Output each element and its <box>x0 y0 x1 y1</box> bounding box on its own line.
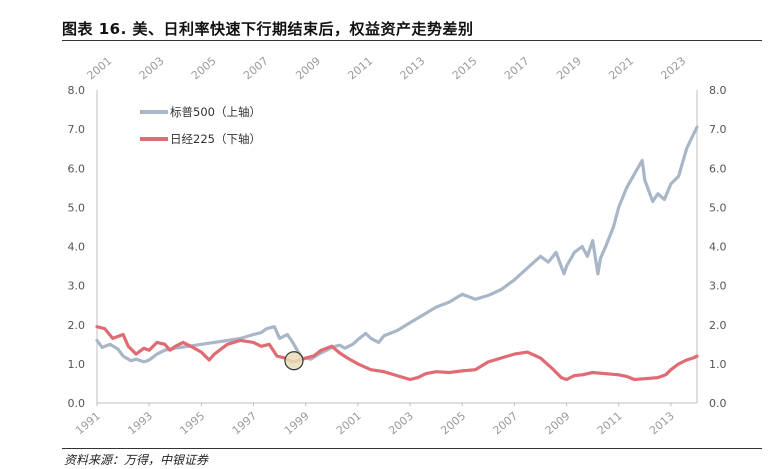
y-tick-right: 1.0 <box>709 358 727 371</box>
y-tick-right: 8.0 <box>709 84 727 97</box>
y-tick-right: 5.0 <box>709 201 727 214</box>
x-tick-top: 2015 <box>450 54 480 82</box>
x-tick-bottom: 2013 <box>647 409 677 437</box>
y-tick-left: 2.0 <box>68 319 86 332</box>
x-tick-bottom: 2011 <box>595 409 625 437</box>
y-tick-left: 5.0 <box>68 201 86 214</box>
source-note: 资料来源：万得，中银证券 <box>64 453 209 467</box>
y-tick-left: 3.0 <box>68 280 86 293</box>
source-rule <box>62 448 762 449</box>
y-tick-left: 0.0 <box>68 397 86 410</box>
x-tick-bottom: 2007 <box>491 409 521 437</box>
x-tick-top: 2005 <box>189 54 219 82</box>
x-tick-bottom: 1993 <box>125 409 155 437</box>
chart-annotations <box>284 351 304 371</box>
x-tick-top: 2013 <box>398 54 428 82</box>
x-tick-bottom: 1999 <box>282 409 312 437</box>
x-tick-top: 2009 <box>293 54 323 82</box>
series-line-nikkei225 <box>95 325 699 382</box>
highlight-circle-marker <box>284 351 304 371</box>
x-tick-bottom: 1991 <box>73 409 103 437</box>
y-tick-left: 7.0 <box>68 123 86 136</box>
y-tick-left: 4.0 <box>68 241 86 254</box>
y-tick-right: 0.0 <box>709 397 727 410</box>
x-tick-top: 2017 <box>502 54 532 82</box>
series-line-sp500 <box>95 125 699 364</box>
y-tick-right: 4.0 <box>709 241 727 254</box>
y-tick-right: 6.0 <box>709 162 727 175</box>
x-tick-bottom: 2001 <box>334 409 364 437</box>
x-tick-bottom: 1997 <box>230 409 260 437</box>
x-tick-bottom: 1995 <box>177 409 207 437</box>
legend-label-nikkei225: 日经225（下轴） <box>170 132 261 146</box>
x-tick-top: 2023 <box>658 54 688 82</box>
x-tick-bottom: 2003 <box>386 409 416 437</box>
y-tick-left: 1.0 <box>68 358 86 371</box>
x-tick-top: 2019 <box>554 54 584 82</box>
x-tick-bottom: 2005 <box>438 409 468 437</box>
page-title: 图表 16. 美、日利率快速下行期结束后，权益资产走势差别 <box>62 20 474 38</box>
x-tick-top: 2007 <box>241 54 271 82</box>
x-tick-bottom: 2009 <box>543 409 573 437</box>
x-tick-top: 2011 <box>345 54 375 82</box>
x-tick-top: 2021 <box>606 54 636 82</box>
y-tick-left: 8.0 <box>68 84 86 97</box>
x-tick-top: 2001 <box>85 54 115 82</box>
y-tick-right: 7.0 <box>709 123 727 136</box>
y-tick-right: 2.0 <box>709 319 727 332</box>
x-tick-top: 2003 <box>137 54 167 82</box>
chart-legend: 标普500（上轴） 日经225（下轴） <box>140 105 261 146</box>
y-tick-left: 6.0 <box>68 162 86 175</box>
y-tick-right: 3.0 <box>709 280 727 293</box>
legend-label-sp500: 标普500（上轴） <box>170 105 261 119</box>
chart-series <box>95 125 699 382</box>
title-rule <box>62 40 762 41</box>
